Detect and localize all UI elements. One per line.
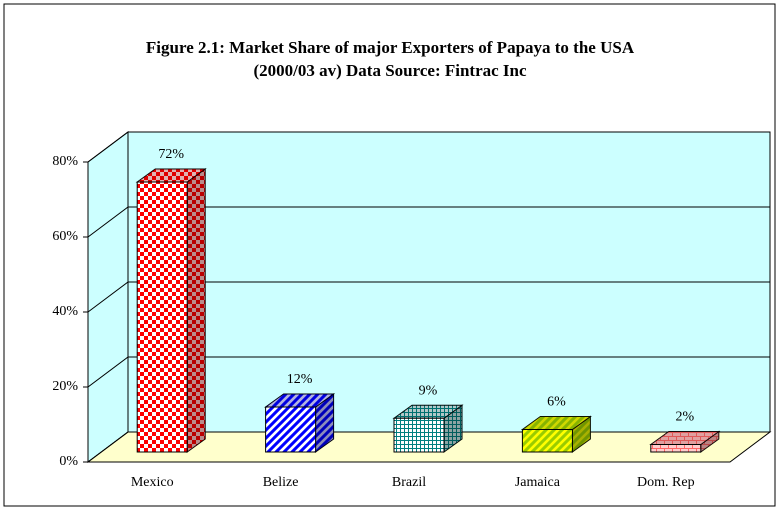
- bar: [264, 393, 336, 453]
- bar: [392, 404, 464, 453]
- bar-top-shade: [394, 405, 462, 419]
- bar: [520, 415, 592, 453]
- y-tick-label: 0%: [59, 454, 78, 469]
- bar-top-shade: [265, 394, 334, 407]
- value-label: 6%: [547, 395, 566, 410]
- y-tick-label: 80%: [52, 154, 78, 169]
- bar-side-shade: [315, 394, 334, 452]
- grid-line: [87, 281, 770, 313]
- bar-front: [650, 444, 702, 453]
- bar: [649, 430, 721, 453]
- bar-top-shade: [522, 416, 591, 430]
- value-label: 12%: [287, 372, 313, 387]
- value-label: 9%: [419, 383, 438, 398]
- y-tick-label: 60%: [52, 229, 78, 244]
- x-tick-label: Jamaica: [515, 475, 561, 490]
- x-tick-label: Brazil: [392, 475, 426, 490]
- value-label: 2%: [675, 410, 694, 425]
- bar-front: [136, 181, 188, 453]
- grid-line: [87, 131, 770, 163]
- bar: [135, 168, 207, 453]
- value-label: 72%: [158, 147, 184, 162]
- grid-line: [87, 206, 770, 238]
- bar-side-shade: [572, 416, 591, 452]
- y-tick-label: 40%: [52, 304, 78, 319]
- bar-side-shade: [444, 405, 462, 452]
- bar-front: [521, 429, 573, 453]
- x-tick-label: Dom. Rep: [637, 475, 695, 490]
- bar-top-shade: [137, 169, 206, 182]
- chart-subtitle: (2000/03 av) Data Source: Fintrac Inc: [253, 61, 527, 80]
- x-tick-label: Mexico: [131, 475, 174, 490]
- bar-front: [265, 406, 317, 453]
- y-tick-label: 20%: [52, 379, 78, 394]
- grid-line: [87, 356, 770, 388]
- chart-title: Figure 2.1: Market Share of major Export…: [146, 38, 635, 57]
- bar-side-shade: [700, 431, 719, 452]
- bar-side-shade: [187, 169, 206, 452]
- x-tick-label: Belize: [263, 475, 299, 490]
- bar-front: [393, 417, 445, 453]
- bar-top-shade: [650, 431, 719, 445]
